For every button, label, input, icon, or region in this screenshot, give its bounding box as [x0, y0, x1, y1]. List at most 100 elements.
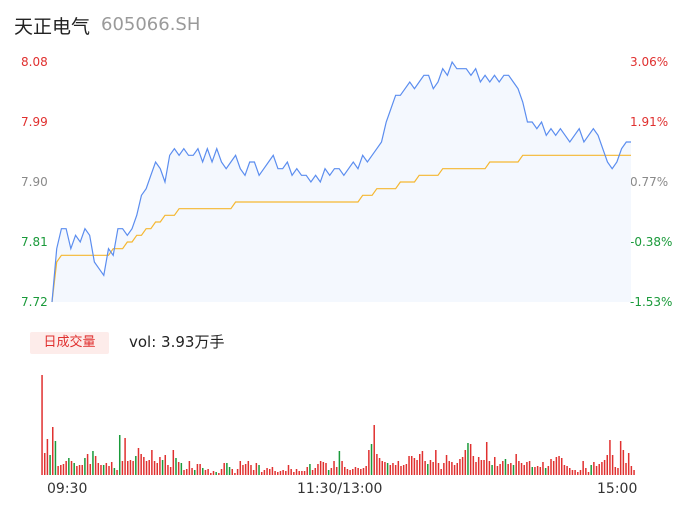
volume-bar [394, 465, 397, 475]
volume-bar [325, 463, 327, 475]
volume-bar [467, 443, 469, 475]
volume-bar [445, 455, 448, 475]
volume-bar [317, 464, 319, 475]
volume-bar [614, 467, 617, 475]
volume-bar [250, 465, 252, 475]
volume-bar [499, 464, 501, 475]
volume-bar [153, 461, 156, 475]
volume-bar [526, 462, 528, 475]
volume-bar [617, 468, 619, 475]
volume-bar [550, 459, 552, 475]
volume-bar [491, 465, 493, 475]
volume-bar [376, 454, 378, 475]
volume-bar [544, 468, 547, 475]
volume-bar [180, 463, 183, 475]
volume-bar [539, 467, 542, 475]
volume-bar [121, 461, 124, 475]
volume-bar [357, 468, 359, 475]
volume-bar [41, 375, 43, 475]
volume-bar [129, 460, 132, 475]
volume-bar [609, 440, 611, 475]
volume-bar [378, 458, 381, 475]
volume-value: vol: 3.93万手 [129, 333, 225, 351]
volume-bar [480, 460, 483, 475]
volume-bar [587, 472, 590, 475]
volume-bar [485, 442, 488, 475]
volume-bar [223, 463, 225, 475]
volume-bar [627, 453, 630, 475]
volume-bar [169, 467, 172, 475]
volume-bar [333, 461, 335, 475]
volume-bar [65, 461, 67, 475]
volume-bar [255, 463, 258, 475]
volume-bar [116, 470, 118, 475]
volume-bar [295, 469, 298, 475]
volume-bar [558, 456, 560, 475]
y-left-tick: 7.90 [21, 175, 48, 189]
volume-bar [244, 464, 247, 475]
y-right-tick: 0.77% [630, 175, 669, 189]
volume-bar [84, 458, 86, 475]
volume-bar [464, 450, 467, 475]
volume-bar [625, 463, 627, 475]
volume-bar [507, 464, 509, 475]
volume-bar [127, 461, 129, 475]
volume-bar [413, 458, 416, 475]
volume-bar [319, 461, 322, 475]
volume-bar [215, 472, 217, 475]
volume-bar [368, 450, 370, 475]
volume-bar [416, 460, 418, 475]
volume-bar [311, 470, 314, 475]
x-tick-noon: 11:30/13:00 [297, 481, 383, 497]
volume-bar [204, 470, 207, 475]
volume-bar [271, 467, 274, 475]
volume-bar [298, 471, 300, 475]
volume-bar [633, 470, 635, 475]
volume-bar [322, 462, 325, 475]
volume-bar [94, 456, 97, 475]
volume-bar [137, 448, 140, 475]
volume-bar [62, 464, 65, 475]
volume-bar [102, 465, 105, 475]
volume-bar [593, 462, 595, 475]
volume-bar [81, 465, 83, 475]
volume-bar [435, 450, 437, 475]
volume-bar [210, 473, 212, 475]
volume-bar [469, 444, 472, 475]
volume-bar [566, 466, 568, 475]
volume-bar [515, 454, 517, 475]
volume-bar [560, 458, 563, 475]
volume-bar [432, 462, 434, 475]
volume-bar [552, 461, 555, 475]
volume-bar [419, 454, 421, 475]
volume-bar [569, 468, 571, 475]
volume-bar [196, 464, 199, 475]
volume-bar [60, 465, 62, 475]
volume-bar [78, 465, 81, 475]
volume-chart-area [41, 375, 635, 475]
volume-bar [488, 461, 491, 475]
volume-bar [118, 435, 121, 475]
volume-bar [266, 468, 268, 475]
volume-bar [483, 460, 485, 475]
volume-bar [172, 450, 175, 475]
volume-bar [354, 467, 357, 475]
volume-bar [408, 456, 410, 475]
volume-bar [327, 470, 330, 475]
volume-bar [159, 457, 161, 475]
volume-bar [392, 463, 394, 475]
volume-bar [236, 469, 239, 475]
volume-bar [314, 468, 317, 475]
volume-bar [346, 469, 349, 475]
volume-bar [290, 469, 292, 475]
volume-bar [252, 470, 255, 475]
volume-bar [110, 462, 113, 475]
y-left-tick: 7.81 [21, 235, 48, 249]
volume-bar [49, 455, 51, 475]
x-tick-open: 09:30 [47, 481, 88, 497]
volume-bar [410, 456, 413, 475]
volume-bar [630, 466, 633, 475]
y-right-tick: -0.38% [630, 235, 673, 249]
volume-bar [362, 468, 365, 475]
